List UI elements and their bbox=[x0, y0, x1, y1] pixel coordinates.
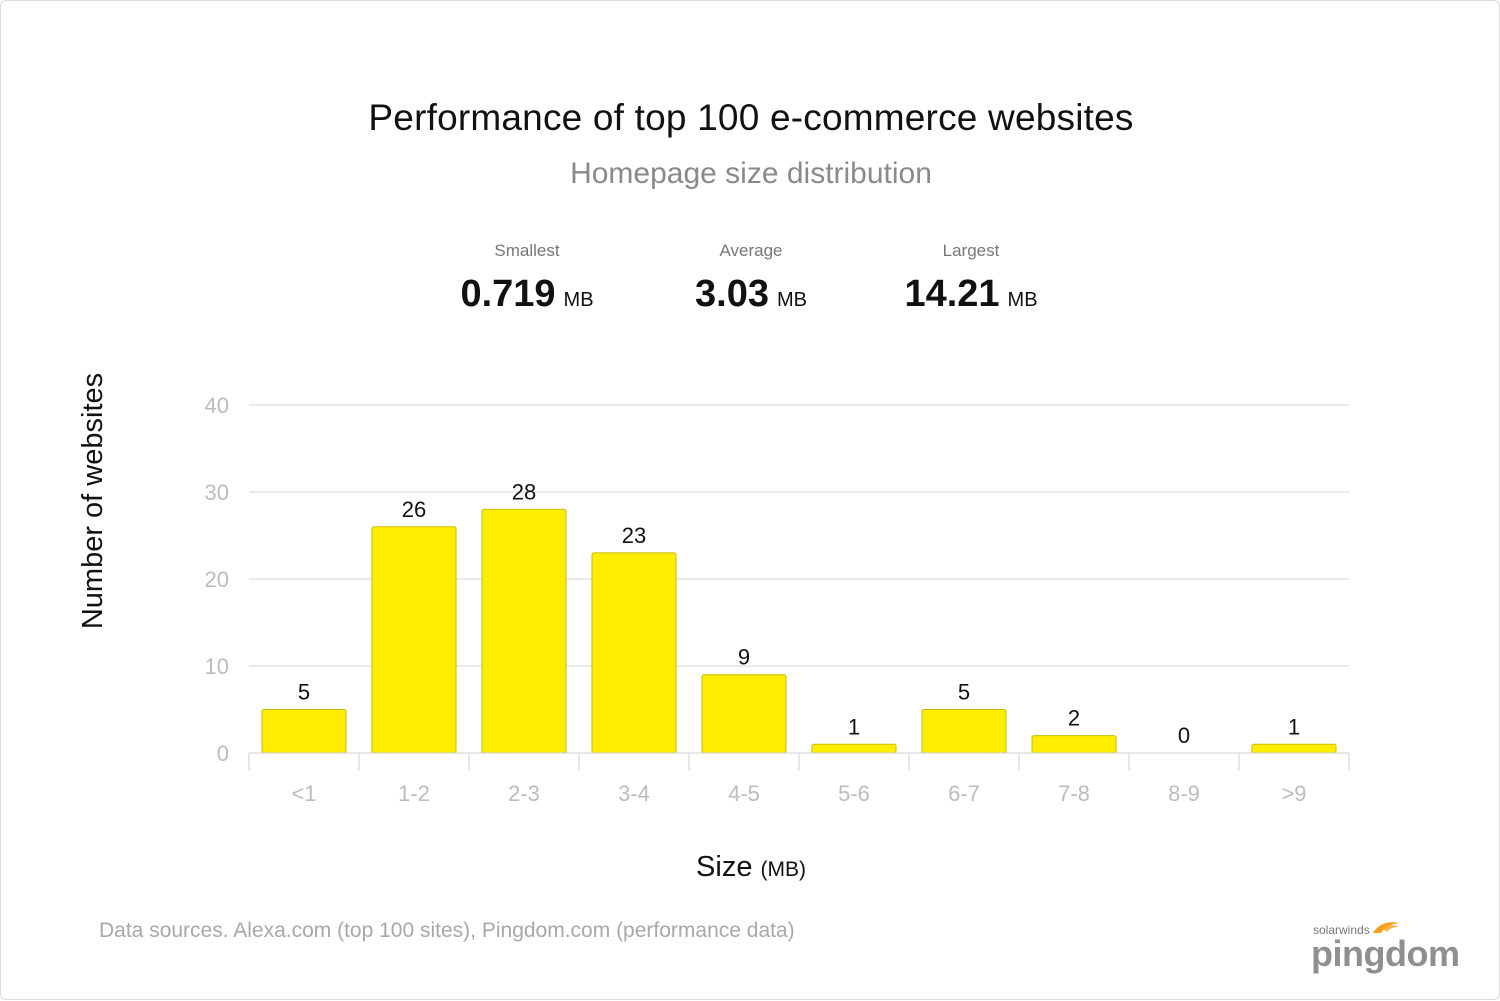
x-axis-label-unit: (MB) bbox=[760, 858, 806, 881]
data-sources-note: Data sources. Alexa.com (top 100 sites),… bbox=[99, 919, 795, 942]
x-tick-label: <1 bbox=[291, 781, 316, 806]
data-label: 5 bbox=[298, 680, 310, 705]
x-tick-label: 2-3 bbox=[508, 781, 540, 806]
chart-title: Performance of top 100 e-commerce websit… bbox=[368, 97, 1134, 138]
x-tick-label: >9 bbox=[1281, 781, 1306, 806]
stat-smallest-unit: MB bbox=[563, 289, 594, 311]
y-axis-ticks: 0 10 20 30 40 bbox=[205, 393, 229, 766]
data-label: 28 bbox=[512, 479, 536, 504]
stat-smallest-value: 0.719 bbox=[460, 273, 556, 315]
y-tick-label: 10 bbox=[205, 654, 229, 679]
stat-smallest: Smallest 0.719 MB bbox=[427, 241, 627, 316]
y-tick-label: 20 bbox=[205, 567, 229, 592]
chart-subtitle: Homepage size distribution bbox=[570, 157, 932, 190]
stat-smallest-label: Smallest bbox=[494, 241, 560, 260]
bar bbox=[811, 743, 897, 754]
data-label: 2 bbox=[1068, 706, 1080, 731]
bar bbox=[591, 552, 677, 754]
bar bbox=[1031, 735, 1117, 754]
stat-average-label: Average bbox=[719, 241, 783, 260]
data-label: 1 bbox=[1288, 714, 1300, 739]
data-label: 9 bbox=[738, 645, 750, 670]
x-axis: <1 1-2 2-3 3-4 4-5 5-6 6-7 7-8 8-9 >9 bbox=[248, 752, 1350, 806]
stat-average-unit: MB bbox=[776, 289, 807, 311]
bar bbox=[261, 709, 347, 754]
y-tick-label: 40 bbox=[205, 393, 229, 418]
x-tick-label: 8-9 bbox=[1168, 781, 1200, 806]
bar bbox=[1251, 743, 1337, 754]
x-axis-label: Size (MB) bbox=[696, 851, 806, 883]
data-label: 1 bbox=[848, 714, 860, 739]
bar bbox=[701, 674, 787, 754]
data-label: 5 bbox=[958, 680, 970, 705]
data-label: 23 bbox=[622, 523, 646, 548]
x-tick-label: 1-2 bbox=[398, 781, 430, 806]
pingdom-logo: solarwinds pingdom bbox=[1309, 919, 1460, 979]
bar bbox=[371, 526, 457, 754]
stat-largest-value: 14.21 bbox=[904, 273, 1000, 315]
bars: 5 26 28 23 9 1 5 2 0 1 bbox=[261, 479, 1337, 754]
stat-average-value: 3.03 bbox=[695, 273, 769, 315]
x-axis-label-text: Size bbox=[696, 851, 752, 883]
logo-small-text: solarwinds bbox=[1313, 923, 1370, 937]
x-tick-label: 5-6 bbox=[838, 781, 870, 806]
x-tick-label: 7-8 bbox=[1058, 781, 1090, 806]
bar bbox=[921, 709, 1007, 754]
logo-brand-text: pingdom bbox=[1311, 933, 1460, 974]
y-axis-label: Number of websites bbox=[77, 373, 109, 629]
data-label: 0 bbox=[1178, 723, 1190, 748]
bar bbox=[481, 508, 567, 754]
x-tick-label: 4-5 bbox=[728, 781, 760, 806]
data-label: 26 bbox=[402, 497, 426, 522]
stat-largest-label: Largest bbox=[942, 241, 1000, 260]
x-tick-label: 3-4 bbox=[618, 781, 650, 806]
y-tick-label: 30 bbox=[205, 480, 229, 505]
x-tick-label: 6-7 bbox=[948, 781, 980, 806]
y-tick-label: 0 bbox=[217, 741, 229, 766]
stat-average: Average 3.03 MB bbox=[651, 241, 851, 316]
flame-icon bbox=[1373, 922, 1399, 933]
stat-largest: Largest 14.21 MB bbox=[871, 241, 1071, 316]
stat-largest-unit: MB bbox=[1007, 289, 1038, 311]
